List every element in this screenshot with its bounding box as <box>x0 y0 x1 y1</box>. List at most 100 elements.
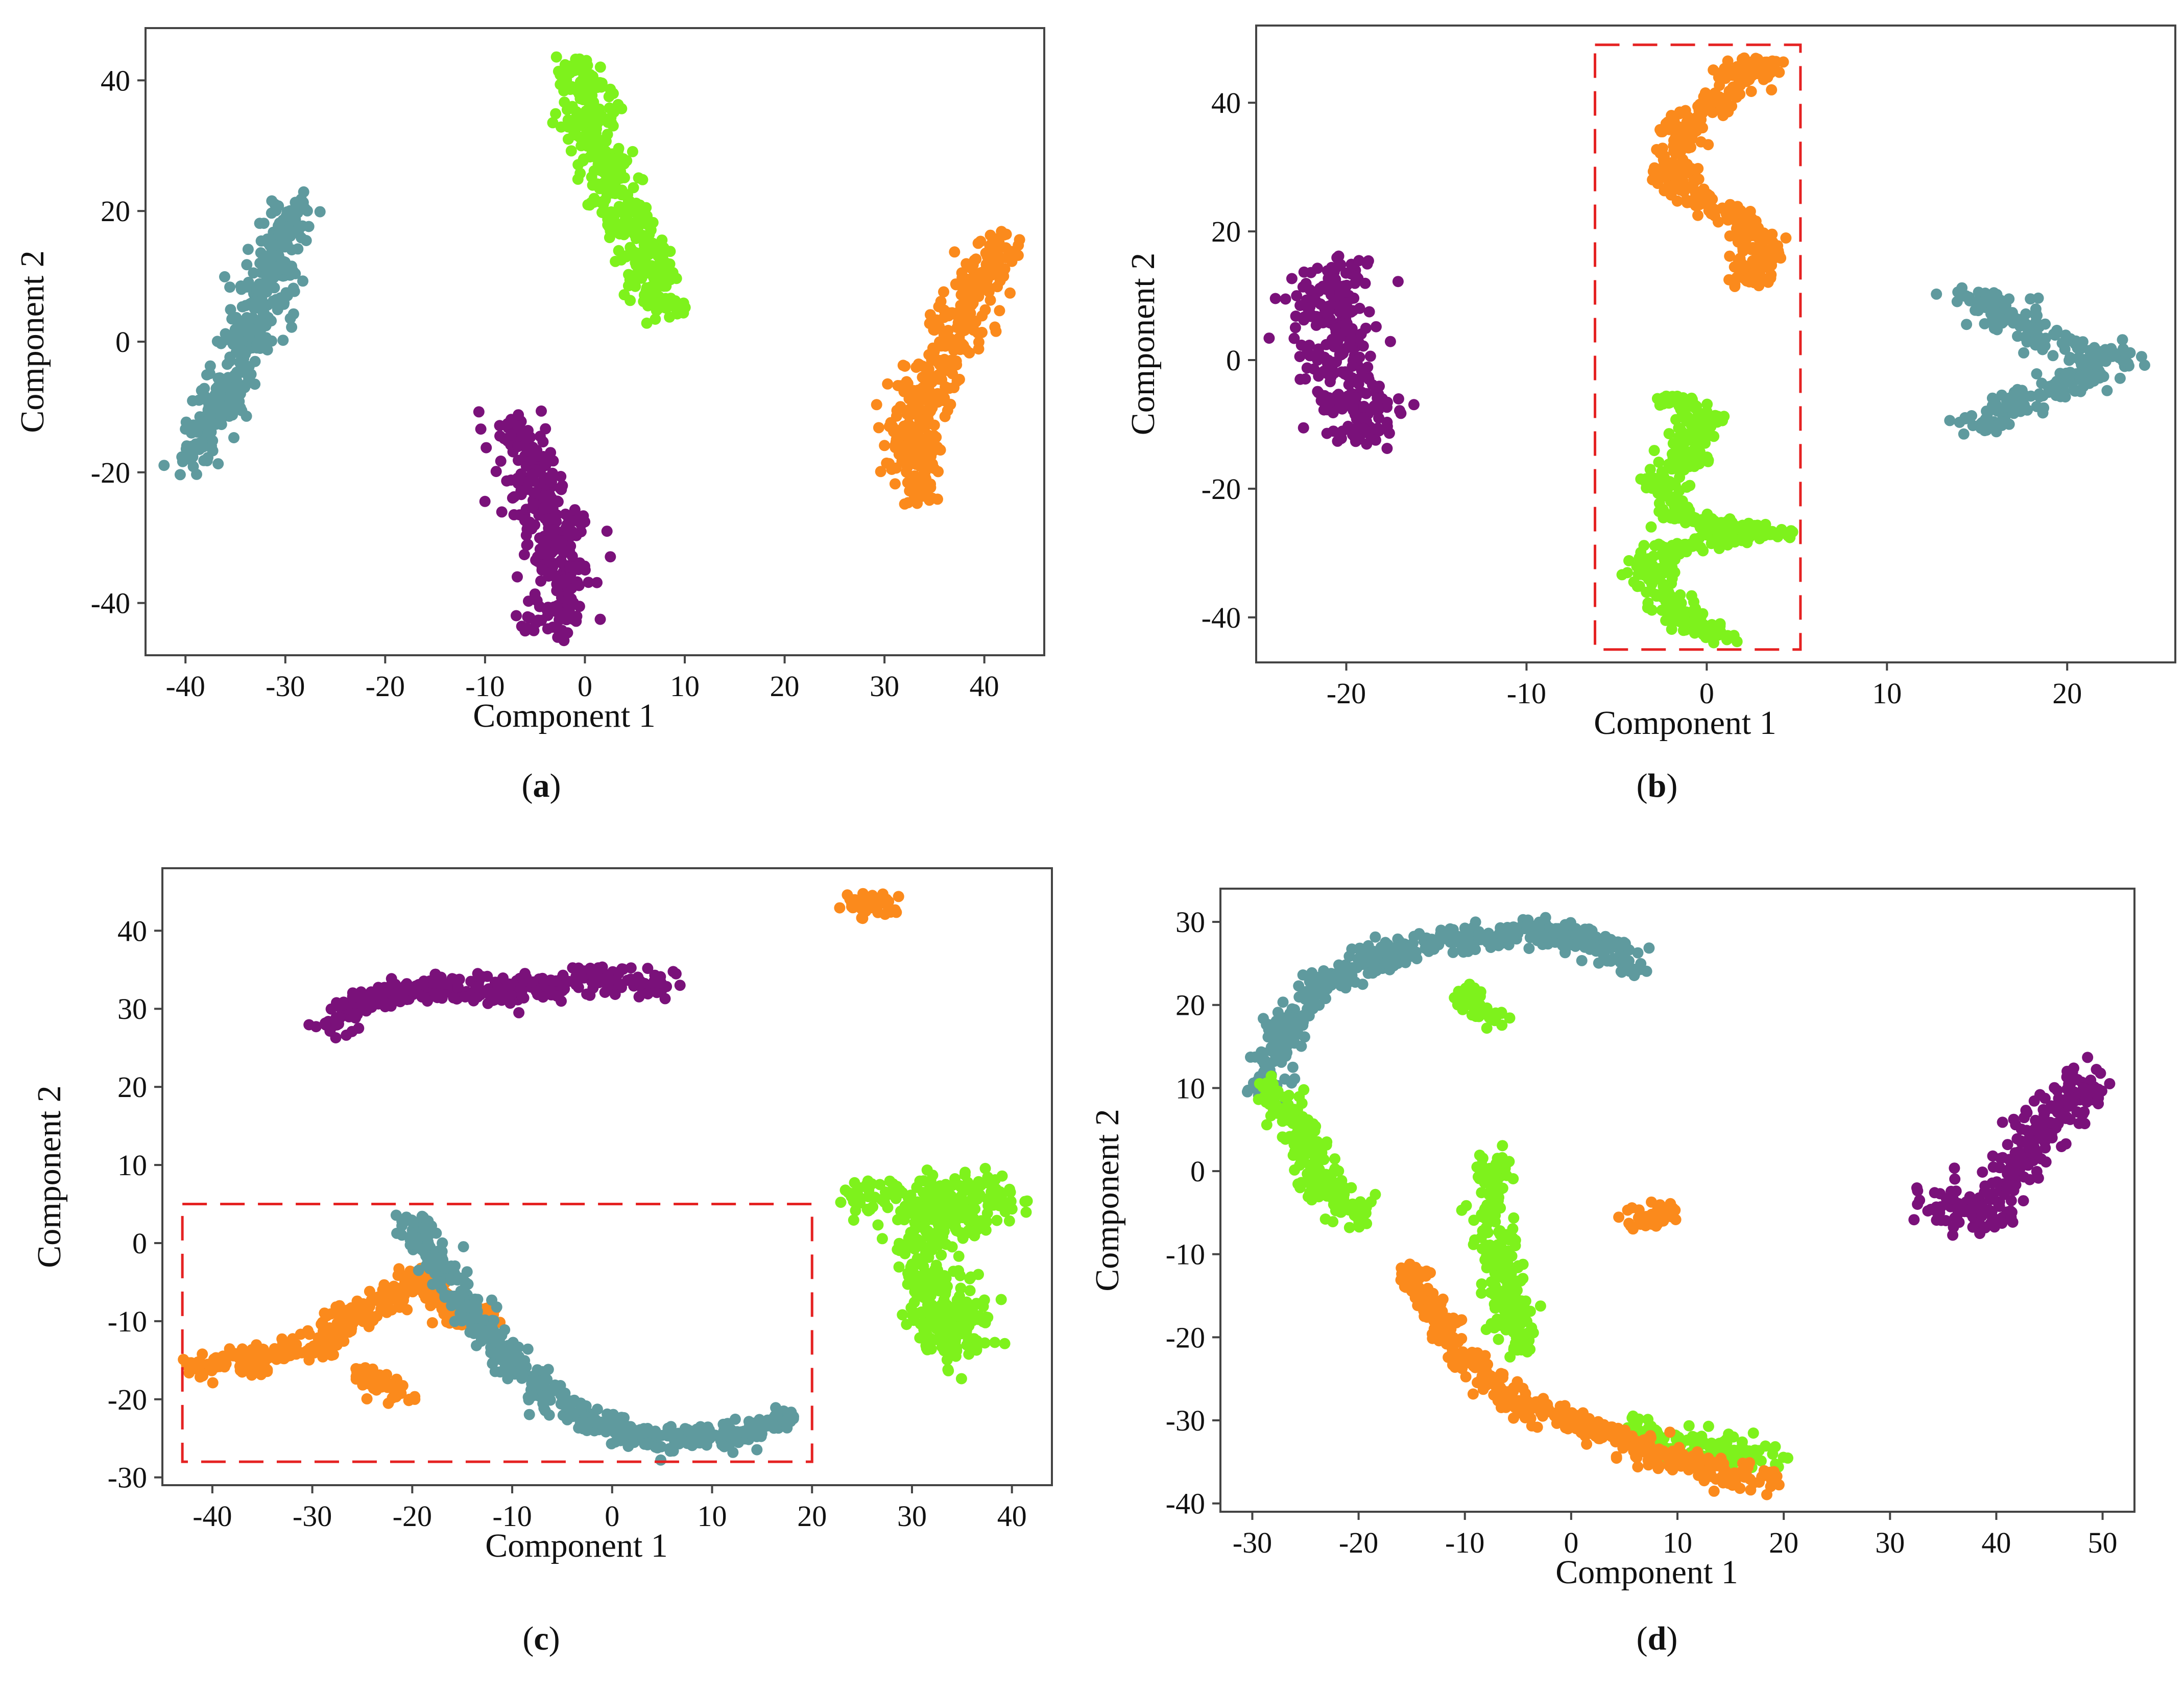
data-point <box>909 1217 921 1228</box>
data-point <box>300 235 312 246</box>
data-point <box>406 1216 418 1228</box>
data-point <box>924 433 935 445</box>
data-point <box>921 1226 933 1237</box>
data-point <box>258 1344 269 1355</box>
data-point <box>862 1175 874 1187</box>
data-point <box>941 383 952 394</box>
data-point <box>1004 287 1016 299</box>
data-point <box>637 174 649 185</box>
data-point <box>573 88 585 100</box>
data-point <box>373 1379 385 1391</box>
data-point <box>597 199 609 210</box>
x-tick-label: 20 <box>770 670 800 703</box>
data-point <box>538 1390 550 1401</box>
data-point <box>295 220 306 232</box>
data-point <box>954 1270 966 1281</box>
data-point <box>234 1350 246 1362</box>
data-point <box>1762 72 1773 83</box>
data-point <box>249 300 260 312</box>
data-point <box>1006 255 1018 267</box>
data-point <box>982 1312 994 1323</box>
y-tick-label: 40 <box>117 914 147 947</box>
data-point <box>1975 422 1987 434</box>
data-point <box>1696 426 1708 438</box>
data-point <box>1350 270 1362 282</box>
data-point <box>537 972 548 984</box>
x-tick-label: -40 <box>193 1499 232 1533</box>
data-point <box>1301 362 1313 374</box>
y-tick-label: 20 <box>101 195 130 228</box>
x-tick-label: -10 <box>465 670 505 703</box>
data-point <box>1727 212 1739 224</box>
caption-open-paren: ( <box>522 1620 534 1657</box>
panel-d: -30 -20 -10 0 10 20 30 40 50 -40-30-20-100102030… <box>1089 888 2135 1657</box>
data-point <box>418 1221 430 1233</box>
y-axis-title: Component 2 <box>31 1085 68 1268</box>
data-point <box>936 1219 948 1230</box>
data-point <box>1342 303 1354 315</box>
data-point <box>990 263 1002 274</box>
data-point <box>1725 68 1737 80</box>
data-point <box>273 250 284 261</box>
data-point <box>564 561 576 573</box>
data-point <box>641 317 653 329</box>
data-point <box>513 1007 525 1018</box>
data-point <box>1291 290 1303 302</box>
data-point <box>472 968 484 980</box>
data-point <box>1642 602 1653 613</box>
data-point <box>933 1229 945 1241</box>
data-point <box>1682 502 1694 513</box>
data-point <box>555 79 566 90</box>
data-point <box>204 360 216 372</box>
data-point <box>1321 283 1332 295</box>
data-point <box>325 1308 337 1320</box>
data-point <box>1299 311 1310 323</box>
data-point <box>546 476 558 488</box>
x-tick-label: 10 <box>670 670 700 703</box>
data-point <box>768 1422 780 1434</box>
data-point <box>1666 573 1678 584</box>
data-point <box>970 253 982 265</box>
data-point <box>490 466 502 478</box>
data-point <box>1675 512 1687 523</box>
data-point <box>284 313 296 324</box>
y-tick-label: 40 <box>101 64 130 97</box>
data-point <box>1709 204 1720 216</box>
data-point <box>1342 370 1353 382</box>
data-point <box>942 1364 954 1375</box>
data-point <box>612 99 624 110</box>
data-point <box>1671 441 1683 453</box>
data-point <box>872 1219 884 1231</box>
data-point <box>1290 311 1302 322</box>
data-point <box>1316 351 1328 363</box>
data-point <box>1648 445 1660 457</box>
data-point <box>1374 393 1386 404</box>
data-point <box>542 609 554 621</box>
data-point <box>659 993 671 1005</box>
data-point <box>565 145 577 157</box>
data-point <box>1683 166 1694 178</box>
data-point <box>1751 65 1763 77</box>
data-point <box>869 1192 881 1203</box>
data-point <box>1661 122 1673 133</box>
data-point <box>1321 427 1333 439</box>
data-point <box>914 491 926 503</box>
data-point <box>966 1194 977 1205</box>
data-point <box>496 506 508 518</box>
data-point <box>1394 405 1405 417</box>
x-tick-label: 40 <box>970 670 999 703</box>
data-point <box>614 154 626 166</box>
data-point <box>635 975 646 987</box>
data-point <box>225 304 236 316</box>
data-point <box>1263 332 1275 344</box>
data-point <box>727 1425 739 1437</box>
data-point <box>258 1352 270 1364</box>
data-point <box>512 441 524 452</box>
data-point <box>197 441 209 453</box>
data-point <box>513 455 524 466</box>
data-point <box>925 1343 937 1355</box>
data-point <box>185 441 197 452</box>
data-point <box>1998 316 2009 327</box>
data-point <box>592 159 604 170</box>
data-point <box>346 1322 357 1334</box>
